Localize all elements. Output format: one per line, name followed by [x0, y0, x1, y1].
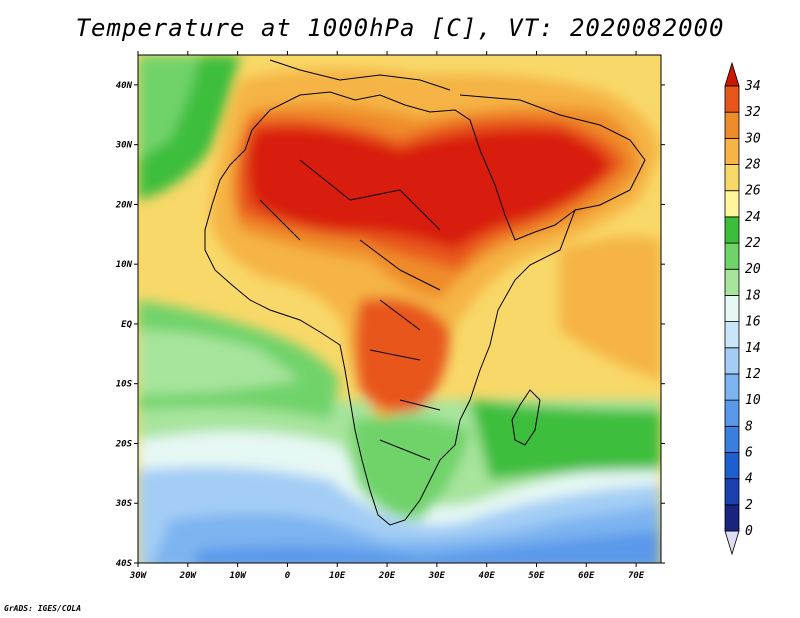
lon-tick-label: 10E: [329, 571, 346, 581]
colorbar-segment: [724, 85, 740, 113]
colorbar-label: 4: [745, 472, 753, 487]
longitude-axis: 30W 20W 10W 0 10E 20E 30E 40E 50E 60E 70E: [129, 51, 645, 581]
colorbar-segment: [724, 268, 740, 296]
lat-tick-label: 30S: [115, 499, 133, 509]
map-title: Temperature at 1000hPa [C], VT: 20200820…: [75, 14, 725, 42]
colorbar-segment: [724, 216, 740, 244]
colorbar-segment: [724, 242, 740, 270]
colorbar-segment: [724, 425, 740, 453]
lat-tick-label: 20N: [115, 200, 133, 210]
colorbar-label: 28: [745, 158, 761, 173]
footer-credit: GrADS: IGES/COLA: [4, 604, 82, 613]
lon-tick-label: 30W: [129, 571, 148, 581]
lat-tick-label: EQ: [121, 320, 132, 330]
temperature-field: [138, 55, 661, 563]
colorbar-segment: [724, 190, 740, 218]
colorbar-label: 22: [745, 236, 761, 251]
colorbar-label: 26: [745, 184, 761, 199]
colorbar-label: 0: [745, 524, 753, 539]
colorbar-label: 34: [744, 79, 761, 94]
colorbar-max-arrow: [724, 61, 740, 87]
colorbar-label: 20: [745, 262, 761, 277]
colorbar-segment: [724, 478, 740, 506]
colorbar-segment: [724, 321, 740, 349]
colorbar-label: 18: [745, 288, 761, 303]
lon-tick-label: 30E: [428, 571, 446, 581]
lon-tick-label: 0: [285, 571, 291, 581]
colorbar-label: 14: [745, 341, 761, 356]
coastlines: [204, 59, 646, 526]
colorbar-label: 6: [745, 445, 753, 460]
colorbar-label: 16: [745, 315, 761, 330]
colorbar-segment: [724, 452, 740, 480]
lat-tick-label: 20S: [115, 439, 133, 449]
colorbar-label: 8: [745, 419, 753, 434]
lat-tick-label: 40N: [116, 81, 133, 91]
lat-tick-label: 40S: [116, 559, 133, 569]
colorbar-segment: [724, 295, 740, 322]
lon-tick-label: 20E: [378, 571, 396, 581]
colorbar-label: 32: [744, 105, 761, 120]
lat-tick-label: 30N: [115, 141, 133, 151]
lon-tick-label: 50E: [528, 571, 545, 581]
lon-tick-label: 70E: [628, 571, 645, 581]
colorbar-label: 10: [745, 393, 761, 408]
colorbar-label: 30: [744, 131, 761, 146]
lon-tick-label: 10W: [229, 571, 247, 581]
colorbar-min-arrow: [724, 530, 740, 556]
colorbar-label: 2: [745, 498, 753, 513]
lon-tick-label: 60E: [578, 571, 595, 581]
map-frame: [137, 54, 662, 564]
colorbar-label: 12: [745, 367, 761, 382]
lon-tick-label: 40E: [479, 571, 496, 581]
colorbar-segment: [724, 137, 740, 165]
lat-tick-label: 10N: [116, 260, 133, 270]
lon-tick-label: 20W: [179, 571, 198, 581]
lat-tick-label: 10S: [116, 380, 133, 390]
colorbar-segment: [724, 111, 740, 139]
latitude-axis: 40S 30S 20S 10S EQ 10N 20N 30N 40N: [115, 81, 665, 569]
colorbar-segment: [724, 164, 740, 192]
colorbar-segment: [724, 347, 740, 375]
colorbar-segment: [724, 373, 740, 401]
colorbar-segment: [724, 504, 740, 532]
colorbar-label: 24: [745, 210, 761, 225]
colorbar-segment: [724, 399, 740, 427]
